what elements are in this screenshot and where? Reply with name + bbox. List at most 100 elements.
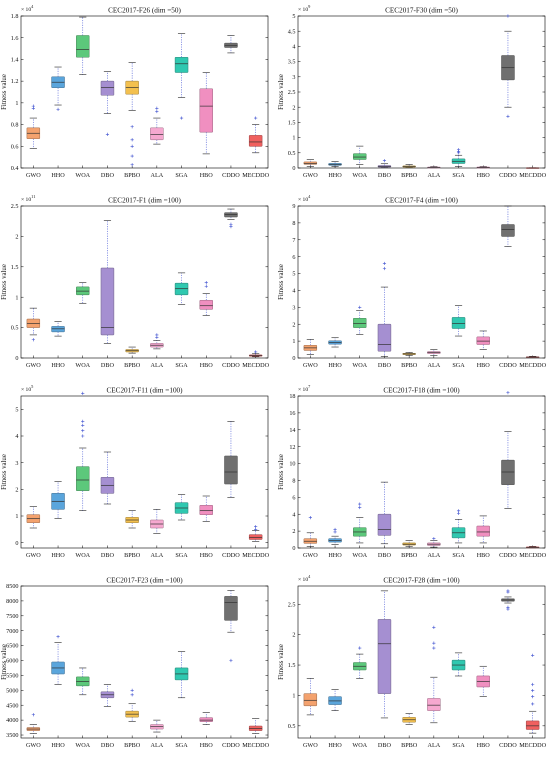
axes-frame <box>20 205 269 359</box>
outlier-marker <box>31 338 35 342</box>
y-tick-label: 3 <box>292 74 295 81</box>
outlier-marker <box>432 641 436 645</box>
x-tick-label: HBO <box>477 742 491 749</box>
y-axis-label: Fitness value <box>278 454 285 490</box>
iqr-box <box>100 80 115 96</box>
box-hbo <box>199 281 213 316</box>
x-tick-label: WOA <box>352 552 367 559</box>
box-ala <box>150 106 164 145</box>
x-tick-label: DBO <box>101 172 115 179</box>
y-tick-label: 5500 <box>6 673 18 680</box>
y-tick-label: 8000 <box>6 598 18 605</box>
iqr-box-outline <box>476 336 490 345</box>
y-tick-label: 0.5 <box>11 325 19 332</box>
box-bpbo <box>125 688 139 722</box>
x-tick-label: CDDO <box>499 552 517 559</box>
outlier-marker <box>432 625 436 629</box>
box-cddo <box>501 391 515 509</box>
outlier-marker <box>531 653 535 657</box>
iqr-box <box>76 466 90 491</box>
outlier-marker <box>130 138 134 142</box>
y-tick-label: 0 <box>292 355 295 362</box>
y-tick-label: 3.5 <box>288 59 296 66</box>
x-tick-label: ALA <box>427 172 440 179</box>
box-sga <box>174 272 189 305</box>
chart-title: CEC2017-F28 (dim =100) <box>383 577 460 585</box>
box-mecddo <box>525 356 540 358</box>
x-tick-label: HBO <box>477 172 491 179</box>
chart-panel: CEC2017-F30 (dim =50) Fitness value × 109 0… <box>278 4 547 179</box>
multiplier-exponent: 5 <box>31 384 34 389</box>
outlier-marker <box>382 159 387 163</box>
y-tick-label: 16 <box>289 410 295 417</box>
x-tick-label: BPBO <box>124 362 141 369</box>
y-tick-label: 2.5 <box>288 89 296 96</box>
x-tick-label: CDDO <box>222 552 240 559</box>
chart-panel: CEC2017-F4 (dim =100)Fitness value× 1040… <box>278 194 547 369</box>
x-tick-label: HHO <box>328 362 342 369</box>
y-tick-label: 6 <box>292 254 295 261</box>
x-tick-label: DBO <box>101 362 115 369</box>
y-tick-label: 2.5 <box>11 203 19 210</box>
x-tick-label: BPBO <box>124 552 141 559</box>
box-dbo <box>100 71 115 136</box>
axis-multiplier: × 109 <box>298 4 311 13</box>
box-gwo <box>303 339 318 355</box>
x-tick-label: HBO <box>200 362 214 369</box>
box-dbo <box>100 451 115 505</box>
axes-frame <box>20 585 269 739</box>
iqr-box-outline <box>377 323 392 352</box>
box-sga <box>174 33 189 120</box>
box-ala <box>150 509 164 534</box>
outlier-marker <box>130 154 134 158</box>
x-tick-label: BPBO <box>401 552 418 559</box>
x-tick-label: ALA <box>427 362 440 369</box>
box-woa <box>76 16 90 75</box>
x-tick-label: BPBO <box>401 742 418 749</box>
chart-panel: CEC2017-F26 (dim =50) Fitness value × 104 0… <box>1 4 270 179</box>
box-gwo <box>26 307 41 342</box>
iqr-box-outline <box>100 267 115 336</box>
iqr-box-outline <box>150 127 164 140</box>
box-hho <box>328 337 342 348</box>
box-hho <box>328 527 342 545</box>
multiplier-exponent: 4 <box>31 4 34 9</box>
x-tick-label: SGA <box>452 362 465 369</box>
y-axis-label: Fitness value <box>278 264 285 300</box>
x-tick-label: GWO <box>303 362 318 369</box>
box-cddo <box>501 14 515 118</box>
box-gwo <box>26 506 41 529</box>
box-ala <box>427 625 441 724</box>
box-ala <box>427 537 441 548</box>
y-tick-label: 1 <box>15 100 18 107</box>
box-hbo <box>476 515 490 544</box>
y-axis-label: Fitness value <box>1 454 8 490</box>
iqr-box-outline <box>451 317 466 329</box>
box-dbo <box>377 481 392 545</box>
x-tick-label: HHO <box>51 362 65 369</box>
x-tick-label: SGA <box>452 742 465 749</box>
iqr-box-outline <box>224 596 238 621</box>
iqr-box <box>501 459 515 485</box>
x-tick-label: MECDDO <box>519 172 546 179</box>
x-tick-label: CDDO <box>222 362 240 369</box>
x-tick-label: MECDDO <box>519 362 546 369</box>
box-bpbo <box>402 713 416 725</box>
iqr-box <box>377 619 392 694</box>
iqr-box <box>224 596 238 621</box>
x-tick-label: GWO <box>303 552 318 559</box>
x-tick-label: CDDO <box>222 742 240 749</box>
x-tick-label: HHO <box>51 172 65 179</box>
box-sga <box>174 651 189 699</box>
box-sga <box>451 509 466 544</box>
outlier-marker <box>531 688 535 693</box>
box-cddo <box>224 590 238 663</box>
iqr-box-outline <box>199 88 213 133</box>
y-tick-label: 5000 <box>6 687 18 694</box>
iqr-box <box>476 336 490 345</box>
outlier-marker <box>531 702 535 706</box>
box-dbo <box>377 590 392 719</box>
outlier-marker <box>81 429 85 433</box>
iqr-box-outline <box>76 35 90 58</box>
x-tick-label: WOA <box>75 172 90 179</box>
